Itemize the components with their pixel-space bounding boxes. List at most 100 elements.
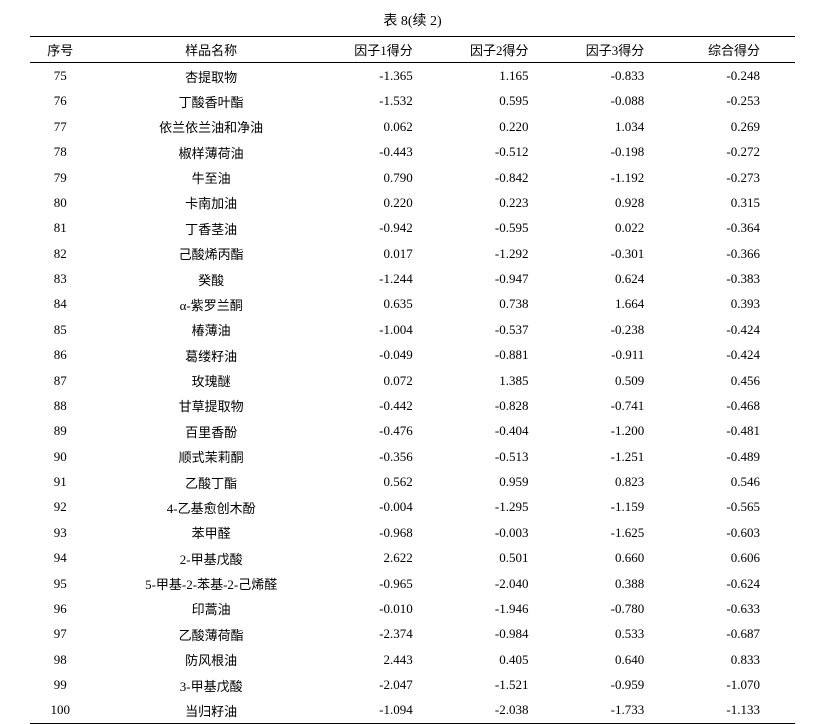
cell-f3: -0.198 — [563, 140, 679, 165]
cell-f2: 0.223 — [448, 190, 564, 215]
cell-f1: -1.004 — [332, 317, 448, 342]
cell-total: -0.624 — [679, 571, 795, 596]
cell-f1: -0.476 — [332, 419, 448, 444]
cell-f2: -1.946 — [448, 596, 564, 621]
table-row: 84α-紫罗兰酮0.6350.7381.6640.393 — [30, 292, 795, 317]
cell-name: 癸酸 — [90, 266, 332, 291]
cell-total: -0.633 — [679, 596, 795, 621]
cell-total: 0.606 — [679, 546, 795, 571]
cell-name: 玫瑰醚 — [90, 368, 332, 393]
cell-name: 5-甲基-2-苯基-2-己烯醛 — [90, 571, 332, 596]
cell-name: 百里香酚 — [90, 419, 332, 444]
table-row: 90顺式茉莉酮-0.356-0.513-1.251-0.489 — [30, 444, 795, 469]
cell-f1: -0.049 — [332, 343, 448, 368]
cell-f2: -0.842 — [448, 165, 564, 190]
cell-name: 卡南加油 — [90, 190, 332, 215]
cell-f2: -0.947 — [448, 266, 564, 291]
cell-total: -0.424 — [679, 317, 795, 342]
cell-f3: 0.624 — [563, 266, 679, 291]
cell-total: -0.603 — [679, 520, 795, 545]
cell-f1: 0.562 — [332, 469, 448, 494]
cell-f1: -0.356 — [332, 444, 448, 469]
cell-f2: 0.959 — [448, 469, 564, 494]
cell-f3: 0.388 — [563, 571, 679, 596]
cell-f2: -0.003 — [448, 520, 564, 545]
table-row: 98防风根油2.4430.4050.6400.833 — [30, 647, 795, 672]
cell-f3: -0.238 — [563, 317, 679, 342]
cell-f1: -0.442 — [332, 393, 448, 418]
cell-f2: -0.984 — [448, 622, 564, 647]
cell-name: 甘草提取物 — [90, 393, 332, 418]
table-row: 78椒样薄荷油-0.443-0.512-0.198-0.272 — [30, 140, 795, 165]
cell-total: 0.456 — [679, 368, 795, 393]
header-name: 样品名称 — [90, 37, 332, 63]
cell-f3: -0.911 — [563, 343, 679, 368]
cell-name: 印蒿油 — [90, 596, 332, 621]
cell-f1: 0.072 — [332, 368, 448, 393]
cell-f3: -1.733 — [563, 698, 679, 724]
cell-total: -1.133 — [679, 698, 795, 724]
cell-f2: -1.292 — [448, 241, 564, 266]
cell-f1: -0.443 — [332, 140, 448, 165]
cell-seq: 93 — [30, 520, 90, 545]
cell-f3: 1.664 — [563, 292, 679, 317]
table-caption: 表 8(续 2) — [30, 10, 795, 30]
cell-f3: -1.159 — [563, 495, 679, 520]
cell-name: 杏提取物 — [90, 63, 332, 89]
cell-f1: 0.062 — [332, 114, 448, 139]
table-row: 76丁酸香叶酯-1.5320.595-0.088-0.253 — [30, 89, 795, 114]
cell-f2: -2.038 — [448, 698, 564, 724]
cell-f1: -0.965 — [332, 571, 448, 596]
cell-total: -0.364 — [679, 216, 795, 241]
cell-f2: 0.595 — [448, 89, 564, 114]
cell-name: α-紫罗兰酮 — [90, 292, 332, 317]
cell-f2: -0.404 — [448, 419, 564, 444]
cell-f3: -0.301 — [563, 241, 679, 266]
table-row: 89百里香酚-0.476-0.404-1.200-0.481 — [30, 419, 795, 444]
cell-f1: -1.094 — [332, 698, 448, 724]
cell-seq: 97 — [30, 622, 90, 647]
table-row: 100当归籽油-1.094-2.038-1.733-1.133 — [30, 698, 795, 724]
cell-name: 3-甲基戊酸 — [90, 672, 332, 697]
table-row: 88甘草提取物-0.442-0.828-0.741-0.468 — [30, 393, 795, 418]
table-row: 993-甲基戊酸-2.047-1.521-0.959-1.070 — [30, 672, 795, 697]
cell-seq: 84 — [30, 292, 90, 317]
cell-f2: 0.220 — [448, 114, 564, 139]
cell-total: 0.833 — [679, 647, 795, 672]
cell-f3: -0.741 — [563, 393, 679, 418]
cell-total: 0.546 — [679, 469, 795, 494]
table-row: 80卡南加油0.2200.2230.9280.315 — [30, 190, 795, 215]
table-row: 942-甲基戊酸2.6220.5010.6600.606 — [30, 546, 795, 571]
cell-f3: -0.780 — [563, 596, 679, 621]
cell-name: 顺式茉莉酮 — [90, 444, 332, 469]
cell-seq: 78 — [30, 140, 90, 165]
cell-f2: 0.405 — [448, 647, 564, 672]
cell-f2: 1.385 — [448, 368, 564, 393]
cell-f3: -1.192 — [563, 165, 679, 190]
cell-seq: 75 — [30, 63, 90, 89]
table-row: 924-乙基愈创木酚-0.004-1.295-1.159-0.565 — [30, 495, 795, 520]
cell-f1: -0.010 — [332, 596, 448, 621]
cell-total: -0.468 — [679, 393, 795, 418]
cell-f1: -1.244 — [332, 266, 448, 291]
cell-total: -0.273 — [679, 165, 795, 190]
cell-total: 0.315 — [679, 190, 795, 215]
cell-f1: -2.047 — [332, 672, 448, 697]
cell-f1: 2.443 — [332, 647, 448, 672]
cell-f3: -0.088 — [563, 89, 679, 114]
cell-seq: 88 — [30, 393, 90, 418]
cell-total: -0.248 — [679, 63, 795, 89]
table-row: 955-甲基-2-苯基-2-己烯醛-0.965-2.0400.388-0.624 — [30, 571, 795, 596]
cell-f3: 0.823 — [563, 469, 679, 494]
cell-name: 丁香茎油 — [90, 216, 332, 241]
cell-f3: 0.509 — [563, 368, 679, 393]
table-row: 77依兰依兰油和净油0.0620.2201.0340.269 — [30, 114, 795, 139]
header-f3: 因子3得分 — [563, 37, 679, 63]
cell-f3: 0.928 — [563, 190, 679, 215]
header-total: 综合得分 — [679, 37, 795, 63]
cell-f1: 0.220 — [332, 190, 448, 215]
header-row: 序号 样品名称 因子1得分 因子2得分 因子3得分 综合得分 — [30, 37, 795, 63]
cell-name: 当归籽油 — [90, 698, 332, 724]
data-table: 序号 样品名称 因子1得分 因子2得分 因子3得分 综合得分 75杏提取物 -1.… — [30, 36, 795, 724]
cell-total: -0.424 — [679, 343, 795, 368]
